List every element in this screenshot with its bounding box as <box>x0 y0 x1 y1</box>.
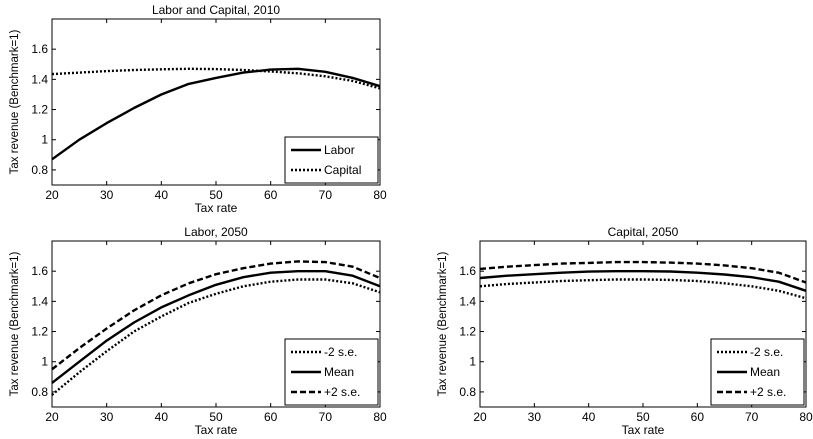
legend-label: Mean <box>324 365 354 379</box>
x-tick-label: 40 <box>155 410 169 424</box>
chart-title: Capital, 2050 <box>608 225 679 239</box>
x-tick-label: 70 <box>319 188 333 202</box>
y-tick-label: 1.2 <box>459 325 476 339</box>
x-tick-label: 60 <box>264 188 278 202</box>
legend-label: -2 s.e. <box>750 345 783 359</box>
x-tick-label: 20 <box>45 188 59 202</box>
legend-label: Mean <box>750 365 780 379</box>
legend: -2 s.e. Mean +2 s.e. <box>710 338 805 406</box>
series-line-2-s-e <box>479 260 807 284</box>
y-tick-label: 0.8 <box>459 385 476 399</box>
x-tick-label: 40 <box>582 410 596 424</box>
x-tick-label: 70 <box>319 410 333 424</box>
chart-panel-2: Labor, 2050 20 30 40 50 60 70 80 0.8 1 1.2 1.4 1.6 Ta… <box>9 225 387 437</box>
x-axis-label: Tax rate <box>195 201 238 215</box>
y-tick-label: 1.4 <box>31 294 48 308</box>
chart-panel-1: Labor and Capital, 2010 20 30 40 50 60 70 80 0.8… <box>9 3 387 215</box>
y-tick-label: 1 <box>41 133 48 147</box>
chart-title: Labor and Capital, 2010 <box>152 3 280 17</box>
legend-label: -2 s.e. <box>324 345 357 359</box>
y-tick-label: 0.8 <box>31 163 48 177</box>
y-tick-label: 1.2 <box>31 103 48 117</box>
legend: -2 s.e. Mean +2 s.e. <box>284 338 379 406</box>
y-axis-label: Tax revenue (Benchmark=1) <box>9 29 21 174</box>
series-line-mean <box>51 270 381 384</box>
x-tick-label: 30 <box>100 188 114 202</box>
x-tick-label: 80 <box>373 410 387 424</box>
x-tick-label: 70 <box>745 410 759 424</box>
y-tick-label: 1.4 <box>459 294 476 308</box>
legend: Labor Capital <box>284 136 379 184</box>
legend-label: +2 s.e. <box>750 385 786 399</box>
y-tick-label: 1.6 <box>459 264 476 278</box>
y-axis-label: Tax revenue (Benchmark=1) <box>437 251 449 396</box>
y-tick-label: 1.2 <box>31 325 48 339</box>
series-line-labor <box>51 67 381 161</box>
x-tick-label: 30 <box>528 410 542 424</box>
x-tick-label: 20 <box>45 410 59 424</box>
y-tick-label: 1.4 <box>31 72 48 86</box>
x-tick-label: 80 <box>799 410 813 424</box>
x-tick-label: 60 <box>264 410 278 424</box>
x-tick-label: 80 <box>373 188 387 202</box>
x-axis-label: Tax rate <box>195 423 238 437</box>
y-tick-label: 0.8 <box>31 385 48 399</box>
x-tick-label: 50 <box>209 188 223 202</box>
chart-panel-3: Capital, 2050 20 30 40 50 60 70 80 0.8 1 1.2 1.4 1.6… <box>437 225 813 437</box>
y-tick-label: 1.6 <box>31 42 48 56</box>
x-tick-label: 50 <box>636 410 650 424</box>
series-line-2-s-e <box>479 278 807 300</box>
series-line-2-s-e <box>51 260 381 371</box>
x-tick-label: 50 <box>209 410 223 424</box>
y-tick-label: 1.6 <box>31 264 48 278</box>
series-line-capital <box>51 67 381 90</box>
series-line-2-s-e <box>51 278 381 396</box>
x-tick-label: 30 <box>100 410 114 424</box>
chart-title: Labor, 2050 <box>184 225 248 239</box>
legend-label: Labor <box>324 143 355 157</box>
legend-box <box>284 136 379 184</box>
y-axis-label: Tax revenue (Benchmark=1) <box>9 251 21 396</box>
y-tick-label: 1 <box>41 355 48 369</box>
x-tick-label: 40 <box>155 188 169 202</box>
y-tick-label: 1 <box>469 355 476 369</box>
legend-label: Capital <box>324 163 361 177</box>
x-tick-label: 60 <box>691 410 705 424</box>
series-line-mean <box>479 270 807 292</box>
x-axis-label: Tax rate <box>622 423 665 437</box>
x-tick-label: 20 <box>473 410 487 424</box>
legend-label: +2 s.e. <box>324 385 360 399</box>
